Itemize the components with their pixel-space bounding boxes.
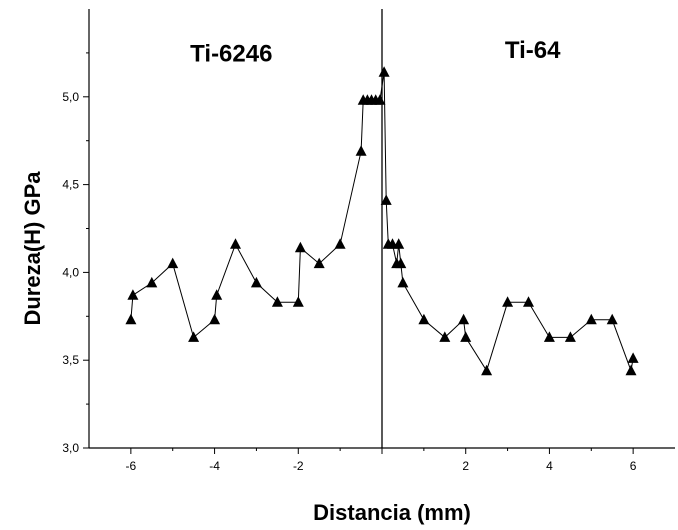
data-point-marker bbox=[439, 331, 451, 342]
data-point-marker bbox=[502, 296, 514, 307]
data-point-marker bbox=[543, 331, 555, 342]
data-point-marker bbox=[125, 313, 137, 325]
data-point-marker bbox=[250, 276, 262, 288]
data-point-marker bbox=[380, 194, 392, 205]
y-tick-label: 4,0 bbox=[62, 265, 79, 279]
y-tick-label: 5,0 bbox=[62, 90, 79, 104]
data-point-marker bbox=[481, 364, 493, 376]
data-point-marker bbox=[355, 145, 367, 156]
y-tick-label: 4,5 bbox=[62, 178, 79, 192]
y-axis-title: Dureza(H) GPa bbox=[20, 171, 45, 326]
data-point-marker bbox=[374, 94, 386, 105]
data-point-marker bbox=[127, 289, 139, 300]
data-point-marker bbox=[271, 296, 283, 307]
data-point-marker bbox=[393, 238, 405, 249]
data-point-marker bbox=[606, 313, 618, 325]
data-point-marker bbox=[313, 257, 325, 269]
data-point-marker bbox=[397, 276, 409, 288]
data-point-marker bbox=[418, 313, 430, 325]
data-point-marker bbox=[146, 276, 158, 288]
region-label: Ti-64 bbox=[505, 37, 561, 64]
x-axis-title: Distancia (mm) bbox=[313, 500, 471, 525]
data-point-marker bbox=[585, 313, 597, 325]
y-tick-label: 3,0 bbox=[62, 441, 79, 455]
data-point-marker bbox=[564, 331, 576, 342]
region-label: Ti-6246 bbox=[190, 41, 272, 68]
x-tick-label: -6 bbox=[126, 459, 137, 473]
data-point-marker bbox=[378, 66, 390, 77]
data-point-marker bbox=[523, 296, 534, 307]
y-tick-label: 3,5 bbox=[62, 353, 79, 367]
data-point-marker bbox=[294, 241, 306, 253]
labels: Ti-6246 Ti-64 Distancia (mm) Dureza(H) GPa bbox=[20, 37, 561, 525]
x-tick-label: 2 bbox=[462, 459, 469, 473]
data-point-marker bbox=[167, 257, 179, 269]
data-point-marker bbox=[625, 364, 637, 376]
data-point-marker bbox=[395, 257, 407, 269]
x-tick-label: -2 bbox=[293, 459, 304, 473]
data-point-marker bbox=[460, 331, 472, 342]
x-tick-label: -4 bbox=[209, 459, 220, 473]
data-point-marker bbox=[230, 238, 241, 249]
data-point-marker bbox=[209, 313, 221, 325]
axis-ticks: 3,0 3,5 4,0 4,5 5,0 -6 -4 -2 2 4 6 bbox=[62, 52, 637, 473]
data-point-marker bbox=[334, 238, 346, 249]
data-point-marker bbox=[292, 296, 304, 307]
data-point-marker bbox=[211, 289, 223, 300]
data-series bbox=[125, 66, 639, 376]
data-point-marker bbox=[458, 313, 470, 325]
x-tick-label: 6 bbox=[630, 459, 637, 473]
data-point-marker bbox=[188, 331, 200, 342]
data-point-marker bbox=[627, 352, 639, 363]
x-tick-label: 4 bbox=[546, 459, 553, 473]
